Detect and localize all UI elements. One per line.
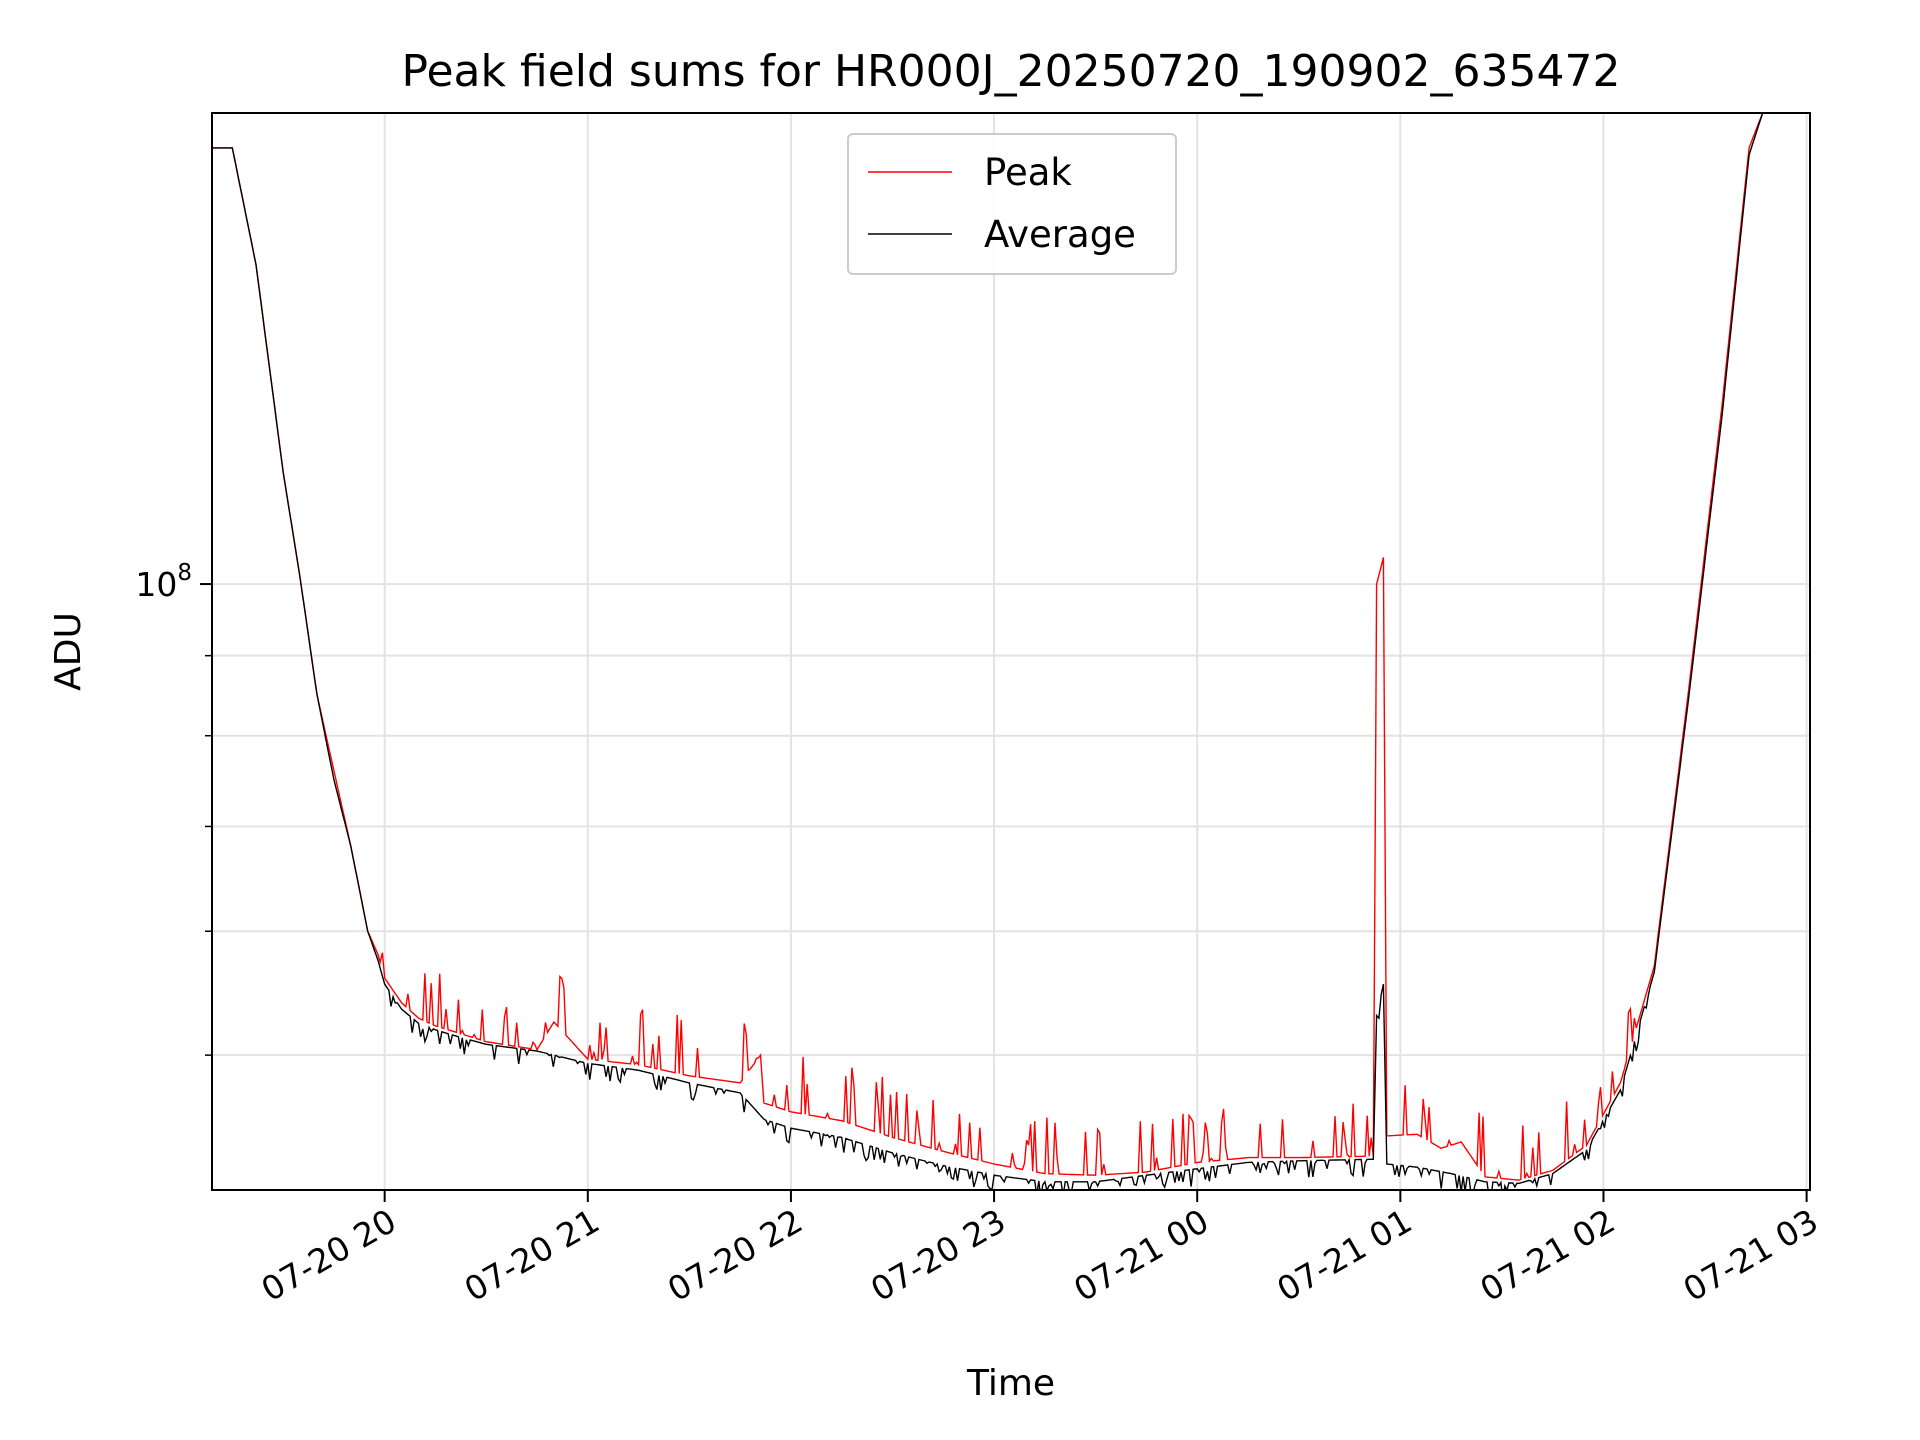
grid bbox=[212, 113, 1810, 1190]
legend: Peak Average bbox=[847, 133, 1177, 275]
series-layer bbox=[212, 113, 1764, 1190]
x-axis-label: Time bbox=[966, 1363, 1055, 1404]
y-tick-label: 108 bbox=[135, 560, 192, 604]
legend-box bbox=[847, 133, 1177, 275]
legend-label-average: Average bbox=[984, 213, 1136, 256]
chart-title: Peak field sums for HR000J_20250720_1909… bbox=[402, 46, 1621, 97]
legend-label-peak: Peak bbox=[984, 151, 1072, 194]
series-line-average bbox=[212, 113, 1764, 1190]
y-tick-exponent: 8 bbox=[177, 560, 192, 586]
y-tick-base: 10 bbox=[135, 565, 177, 604]
plot-frame bbox=[211, 112, 1811, 1191]
series-line-peak bbox=[212, 113, 1764, 1181]
y-axis-label: ADU bbox=[48, 612, 89, 691]
